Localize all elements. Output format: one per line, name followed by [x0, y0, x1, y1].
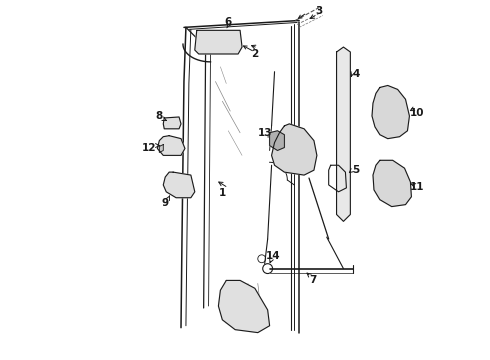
Polygon shape — [163, 172, 195, 198]
Text: 4: 4 — [353, 69, 360, 79]
Polygon shape — [195, 30, 242, 54]
Text: 7: 7 — [309, 275, 317, 285]
Polygon shape — [373, 160, 412, 207]
Text: 10: 10 — [410, 108, 424, 118]
Text: 14: 14 — [266, 251, 281, 261]
Text: 12: 12 — [142, 143, 157, 153]
Text: 3: 3 — [315, 6, 322, 15]
Text: 1: 1 — [219, 188, 226, 198]
Text: 13: 13 — [257, 128, 272, 138]
Polygon shape — [157, 136, 185, 156]
Text: 6: 6 — [224, 18, 232, 27]
Polygon shape — [270, 131, 284, 150]
Text: 9: 9 — [162, 198, 169, 208]
Text: 11: 11 — [410, 182, 424, 192]
Polygon shape — [372, 85, 410, 139]
Polygon shape — [271, 124, 317, 175]
Polygon shape — [163, 117, 181, 129]
Text: 8: 8 — [156, 111, 163, 121]
Polygon shape — [219, 280, 270, 333]
Polygon shape — [337, 47, 350, 221]
Text: 5: 5 — [353, 165, 360, 175]
Polygon shape — [159, 145, 163, 152]
Text: 2: 2 — [251, 49, 258, 59]
